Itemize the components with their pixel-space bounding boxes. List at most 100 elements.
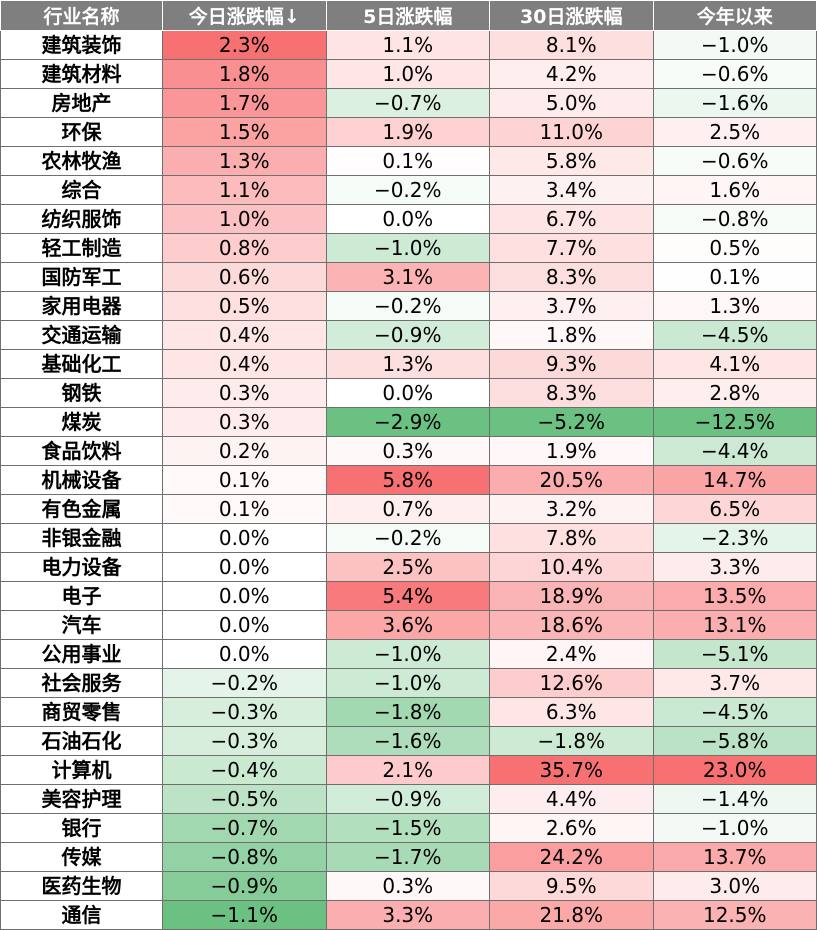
ytd-change-cell: −4.5%: [652, 697, 817, 727]
5day-change-cell: −1.0%: [325, 233, 490, 263]
header-5day-change[interactable]: 5日涨跌幅: [325, 0, 490, 31]
30day-change-cell: 6.7%: [489, 204, 654, 234]
today-change-cell: −0.7%: [162, 813, 327, 843]
today-change-cell: −1.1%: [162, 900, 327, 930]
today-change-cell: −0.4%: [162, 755, 327, 785]
5day-change-cell: 3.3%: [325, 900, 490, 930]
table-row: 有色金属 0.1% 0.7% 3.2% 6.5%: [0, 494, 817, 524]
industry-name-cell: 社会服务: [0, 668, 163, 698]
table-row: 银行 −0.7% −1.5% 2.6% −1.0%: [0, 813, 817, 843]
30day-change-cell: 1.9%: [489, 436, 654, 466]
5day-change-cell: −0.9%: [325, 320, 490, 350]
industry-name-cell: 电力设备: [0, 552, 163, 582]
30day-change-cell: 1.8%: [489, 320, 654, 350]
table-row: 综合 1.1% −0.2% 3.4% 1.6%: [0, 175, 817, 205]
industry-name-cell: 商贸零售: [0, 697, 163, 727]
industry-name-cell: 钢铁: [0, 378, 163, 408]
today-change-cell: 0.4%: [162, 320, 327, 350]
ytd-change-cell: 23.0%: [652, 755, 817, 785]
30day-change-cell: 24.2%: [489, 842, 654, 872]
industry-name-cell: 有色金属: [0, 494, 163, 524]
5day-change-cell: 5.4%: [325, 581, 490, 611]
ytd-change-cell: 3.3%: [652, 552, 817, 582]
5day-change-cell: 0.0%: [325, 204, 490, 234]
5day-change-cell: 0.3%: [325, 436, 490, 466]
table-row: 石油石化 −0.3% −1.6% −1.8% −5.8%: [0, 726, 817, 756]
table-row: 农林牧渔 1.3% 0.1% 5.8% −0.6%: [0, 146, 817, 176]
header-today-change[interactable]: 今日涨跌幅↓: [162, 0, 327, 31]
industry-name-cell: 电子: [0, 581, 163, 611]
30day-change-cell: 2.4%: [489, 639, 654, 669]
ytd-change-cell: −0.6%: [652, 146, 817, 176]
today-change-cell: 1.1%: [162, 175, 327, 205]
industry-name-cell: 计算机: [0, 755, 163, 785]
30day-change-cell: −1.8%: [489, 726, 654, 756]
industry-name-cell: 交通运输: [0, 320, 163, 350]
ytd-change-cell: −1.4%: [652, 784, 817, 814]
5day-change-cell: 1.9%: [325, 117, 490, 147]
30day-change-cell: 3.2%: [489, 494, 654, 524]
table-row: 食品饮料 0.2% 0.3% 1.9% −4.4%: [0, 436, 817, 466]
industry-name-cell: 传媒: [0, 842, 163, 872]
today-change-cell: 1.8%: [162, 59, 327, 89]
today-change-cell: 0.1%: [162, 494, 327, 524]
30day-change-cell: 7.7%: [489, 233, 654, 263]
5day-change-cell: 1.0%: [325, 59, 490, 89]
today-change-cell: 0.3%: [162, 407, 327, 437]
industry-name-cell: 建筑装饰: [0, 30, 163, 60]
table-row: 基础化工 0.4% 1.3% 9.3% 4.1%: [0, 349, 817, 379]
ytd-change-cell: 12.5%: [652, 900, 817, 930]
5day-change-cell: 3.6%: [325, 610, 490, 640]
ytd-change-cell: 14.7%: [652, 465, 817, 495]
today-change-cell: 0.8%: [162, 233, 327, 263]
5day-change-cell: 0.0%: [325, 378, 490, 408]
ytd-change-cell: 0.1%: [652, 262, 817, 292]
ytd-change-cell: −4.5%: [652, 320, 817, 350]
30day-change-cell: 12.6%: [489, 668, 654, 698]
industry-name-cell: 基础化工: [0, 349, 163, 379]
table-row: 煤炭 0.3% −2.9% −5.2% −12.5%: [0, 407, 817, 437]
table-row: 家用电器 0.5% −0.2% 3.7% 1.3%: [0, 291, 817, 321]
today-change-cell: 1.0%: [162, 204, 327, 234]
today-change-cell: 1.3%: [162, 146, 327, 176]
header-row: 行业名称 今日涨跌幅↓ 5日涨跌幅 30日涨跌幅 今年以来: [0, 0, 817, 31]
header-industry-name[interactable]: 行业名称: [0, 0, 163, 31]
ytd-change-cell: 13.5%: [652, 581, 817, 611]
5day-change-cell: 0.1%: [325, 146, 490, 176]
ytd-change-cell: 13.7%: [652, 842, 817, 872]
30day-change-cell: 20.5%: [489, 465, 654, 495]
today-change-cell: 0.0%: [162, 610, 327, 640]
today-change-cell: 0.3%: [162, 378, 327, 408]
5day-change-cell: −0.7%: [325, 88, 490, 118]
30day-change-cell: 3.4%: [489, 175, 654, 205]
industry-name-cell: 汽车: [0, 610, 163, 640]
industry-name-cell: 食品饮料: [0, 436, 163, 466]
today-change-cell: 0.0%: [162, 552, 327, 582]
5day-change-cell: −0.9%: [325, 784, 490, 814]
ytd-change-cell: 0.5%: [652, 233, 817, 263]
30day-change-cell: 8.3%: [489, 378, 654, 408]
today-change-cell: 0.0%: [162, 523, 327, 553]
table-row: 商贸零售 −0.3% −1.8% 6.3% −4.5%: [0, 697, 817, 727]
30day-change-cell: 35.7%: [489, 755, 654, 785]
today-change-cell: 0.0%: [162, 639, 327, 669]
industry-name-cell: 家用电器: [0, 291, 163, 321]
industry-name-cell: 农林牧渔: [0, 146, 163, 176]
header-30day-change[interactable]: 30日涨跌幅: [489, 0, 654, 31]
table-row: 电子 0.0% 5.4% 18.9% 13.5%: [0, 581, 817, 611]
5day-change-cell: −0.2%: [325, 175, 490, 205]
ytd-change-cell: 6.5%: [652, 494, 817, 524]
30day-change-cell: 18.9%: [489, 581, 654, 611]
ytd-change-cell: −0.6%: [652, 59, 817, 89]
ytd-change-cell: 4.1%: [652, 349, 817, 379]
30day-change-cell: 8.3%: [489, 262, 654, 292]
30day-change-cell: 18.6%: [489, 610, 654, 640]
5day-change-cell: 1.3%: [325, 349, 490, 379]
header-ytd-change[interactable]: 今年以来: [652, 0, 817, 31]
30day-change-cell: 7.8%: [489, 523, 654, 553]
table-row: 房地产 1.7% −0.7% 5.0% −1.6%: [0, 88, 817, 118]
30day-change-cell: 11.0%: [489, 117, 654, 147]
30day-change-cell: 5.8%: [489, 146, 654, 176]
ytd-change-cell: 1.3%: [652, 291, 817, 321]
